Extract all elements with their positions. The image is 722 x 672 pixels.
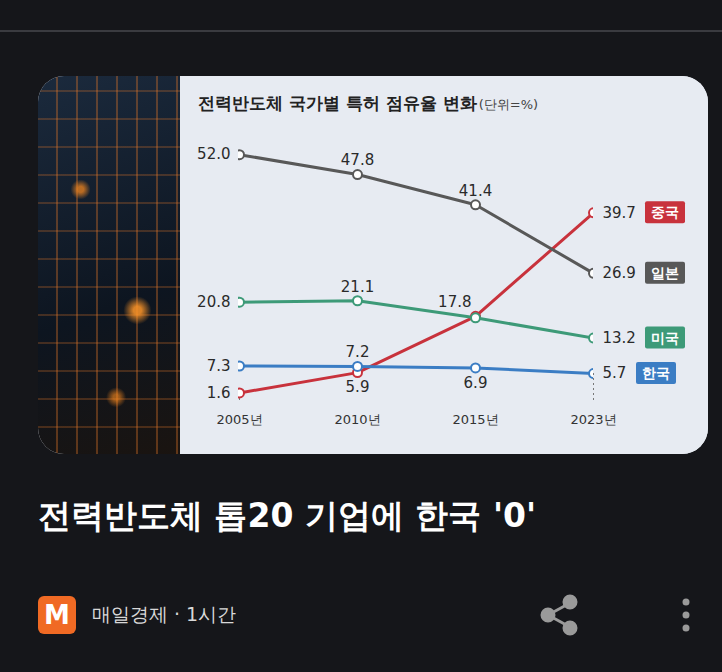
svg-text:중국: 중국 bbox=[651, 204, 679, 220]
svg-text:52.0: 52.0 bbox=[197, 145, 230, 163]
svg-text:7.3: 7.3 bbox=[207, 357, 231, 375]
svg-text:미국: 미국 bbox=[651, 330, 679, 346]
svg-text:47.8: 47.8 bbox=[341, 151, 374, 169]
svg-text:20.8: 20.8 bbox=[197, 293, 230, 311]
html-text:전력반도체 톱20 기업에 한국 '0': 전력반도체 톱20 기업에 한국 '0' bbox=[38, 496, 536, 535]
svg-text:13.2: 13.2 bbox=[603, 329, 636, 347]
svg-text:21.1: 21.1 bbox=[341, 278, 374, 296]
svg-text:6.9: 6.9 bbox=[464, 374, 488, 392]
svg-text:5.7: 5.7 bbox=[603, 364, 627, 382]
svg-text:한국: 한국 bbox=[642, 365, 670, 381]
html-text:전력반도체 국가별 특허 점유율 변화(단위=%): 전력반도체 국가별 특허 점유율 변화(단위=%) bbox=[198, 93, 539, 113]
svg-text:5.9: 5.9 bbox=[346, 378, 370, 396]
svg-text:39.7: 39.7 bbox=[603, 204, 636, 222]
svg-text:7.2: 7.2 bbox=[346, 343, 370, 361]
svg-text:2015년: 2015년 bbox=[452, 412, 498, 427]
svg-text:2010년: 2010년 bbox=[334, 412, 380, 427]
svg-text:일본: 일본 bbox=[651, 265, 679, 281]
svg-text:17.8: 17.8 bbox=[438, 293, 471, 311]
svg-text:41.4: 41.4 bbox=[459, 182, 492, 200]
svg-text:2005년: 2005년 bbox=[216, 412, 262, 427]
svg-text:1.6: 1.6 bbox=[207, 384, 231, 402]
svg-text:2023년: 2023년 bbox=[570, 412, 616, 427]
html-text:매일경제 · 1시간: 매일경제 · 1시간 bbox=[92, 603, 237, 625]
svg-text:26.9: 26.9 bbox=[603, 264, 636, 282]
html-text:M: M bbox=[44, 600, 70, 630]
